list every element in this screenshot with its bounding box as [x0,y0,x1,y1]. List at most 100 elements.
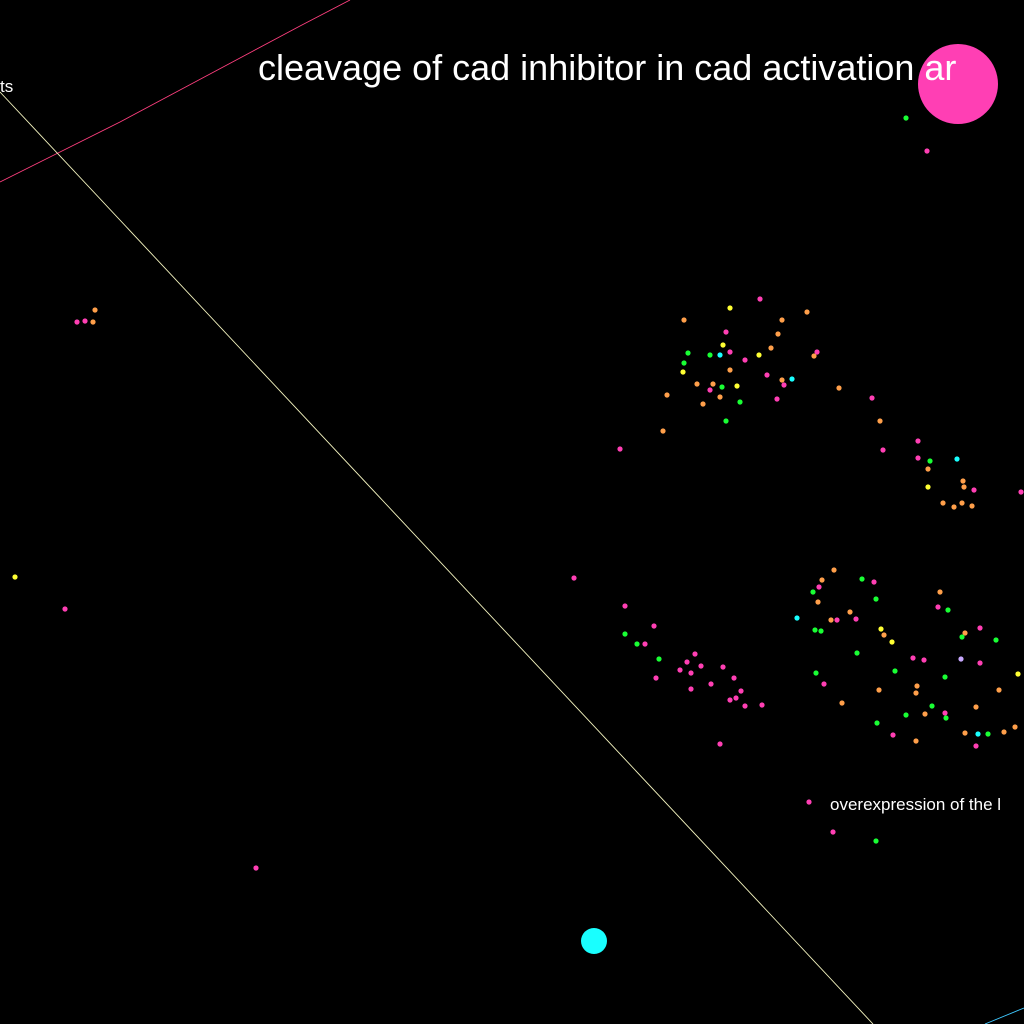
data-point [921,657,927,663]
data-point [915,455,921,461]
data-point [651,623,657,629]
data-point [929,703,935,709]
data-point [954,456,960,462]
data-point [813,670,819,676]
bubble-point [918,44,998,124]
data-point [973,704,979,710]
data-point [853,616,859,622]
data-point [781,382,787,388]
data-point [1018,489,1024,495]
data-point [774,396,780,402]
data-point [940,500,946,506]
data-point [684,659,690,665]
data-point [759,702,765,708]
data-point [642,641,648,647]
data-point [775,331,781,337]
data-point [677,667,683,673]
data-point [723,418,729,424]
data-point [742,357,748,363]
data-point [951,504,957,510]
data-point [660,428,666,434]
data-point [653,675,659,681]
data-point [915,438,921,444]
data-point [985,731,991,737]
data-point [656,656,662,662]
data-point [869,395,875,401]
data-point [831,567,837,573]
data-point [960,478,966,484]
chart-title: cleavage of cad inhibitor in cad activat… [258,47,956,88]
data-point [945,607,951,613]
data-point [571,575,577,581]
data-point [717,741,723,747]
data-point [880,447,886,453]
data-point [925,466,931,472]
bubbles-layer [581,44,998,954]
data-point [622,631,628,637]
data-point [1015,671,1021,677]
data-point [779,377,785,383]
data-point [959,500,965,506]
data-point [742,703,748,709]
data-point [688,686,694,692]
data-point [720,342,726,348]
data-point [756,352,762,358]
axis-label-fragment: ts [0,77,13,96]
data-point [757,296,763,302]
data-point [733,695,739,701]
data-point [819,577,825,583]
data-point [617,446,623,452]
data-point [847,609,853,615]
data-point [794,615,800,621]
data-point [688,670,694,676]
data-point [871,579,877,585]
data-point [962,730,968,736]
data-point [692,651,698,657]
data-point [717,352,723,358]
data-point [925,484,931,490]
data-point [935,604,941,610]
data-point [814,349,820,355]
data-point [694,381,700,387]
data-point [962,630,968,636]
data-point [889,639,895,645]
data-point [903,115,909,121]
diagonal-line [0,91,874,1024]
data-point [810,589,816,595]
data-point [914,683,920,689]
data-point [92,307,98,313]
data-point [731,675,737,681]
data-point [958,656,964,662]
data-point [1012,724,1018,730]
data-point [768,345,774,351]
data-point [815,599,821,605]
data-point [723,329,729,335]
data-point [727,697,733,703]
data-point [854,650,860,656]
data-point [996,687,1002,693]
data-point [804,309,810,315]
data-point [779,317,785,323]
data-point [922,711,928,717]
data-point [12,574,18,580]
data-point [873,596,879,602]
data-point [890,732,896,738]
data-point [961,484,967,490]
data-point [942,674,948,680]
data-point [738,688,744,694]
data-point [910,655,916,661]
data-point [664,392,670,398]
data-point [913,738,919,744]
data-point [977,660,983,666]
data-point [903,712,909,718]
data-point [1001,729,1007,735]
data-point [698,663,704,669]
data-point [727,367,733,373]
data-point [859,576,865,582]
data-point [977,625,983,631]
data-point [734,383,740,389]
data-point [74,319,80,325]
data-point [90,319,96,325]
